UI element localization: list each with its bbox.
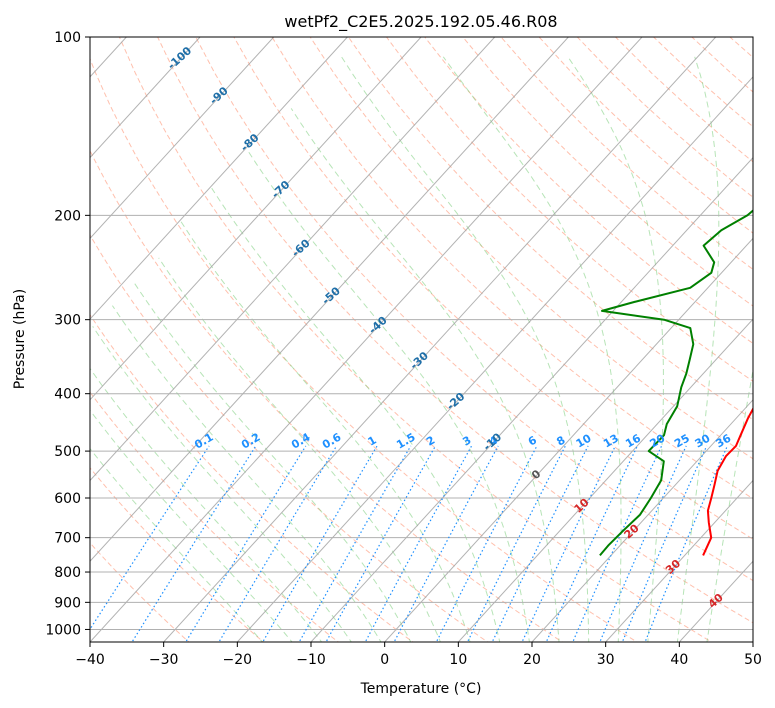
moist-adiabat-line [133,282,412,642]
isotherms [90,37,753,642]
mixing-ratio-line [90,445,210,631]
y-axis-ticks: 100 200 300 400 500 600 700 800 900 1000 [45,30,90,638]
mixing-ratio-line [644,445,728,642]
isotherm-line [90,37,275,240]
isotherm-line [90,37,643,642]
isotherm-line [457,318,753,642]
x-tick-label: 40 [670,652,688,668]
moist-adiabat-line [111,305,382,642]
y-axis-label: Pressure (hPa) [12,289,28,389]
y-tick-label: 300 [54,313,81,329]
dry-adiabat-line [90,57,638,642]
isotherm-line [90,37,496,482]
moist-adiabat-line [158,257,441,642]
mixing-ratio-line [545,445,638,642]
mixing-ratio-line [491,445,589,642]
dry-adiabat-line [462,37,753,307]
isotherm-line [384,237,753,642]
chart-title: wetPf2_C2E5.2025.192.05.46.R08 [284,12,557,32]
mixing-ratio-line [521,445,616,642]
data-series [599,209,753,557]
moist-adiabat-line [290,108,560,642]
y-tick-label: 800 [54,565,81,581]
moist-adiabat-line [90,447,264,642]
mixing-ratio-line [185,445,307,642]
isotherm-line [605,479,753,642]
mixing-ratio-line [218,445,338,642]
dry-adiabat-line [424,37,753,344]
y-tick-label: 200 [54,208,81,224]
moist-adiabat-line [92,326,352,642]
y-tick-label: 100 [54,30,81,46]
isotherm-line [531,399,753,642]
mixing-ratio-line [393,445,499,642]
temperature-profile-line [702,406,753,556]
isotherm-line [90,37,201,159]
mixing-ratio-line [298,445,412,642]
x-tick-label: −40 [75,652,105,668]
x-tick-label: −30 [149,652,179,668]
x-tick-label: −20 [223,652,253,668]
x-tick-label: 0 [380,652,389,668]
x-axis-label: Temperature (°C) [360,681,482,697]
y-tick-label: 500 [54,444,81,460]
dry-adiabat-line [309,37,753,460]
y-tick-label: 600 [54,491,81,507]
isotherm-line [163,37,717,642]
dry-adiabat-line [347,37,753,421]
x-tick-label: −10 [296,652,326,668]
isotherm-line [90,37,348,320]
x-tick-label: 50 [744,652,762,668]
isotherm-line [310,156,753,642]
x-axis-ticks: −40 −30 −20 −10 0 10 20 30 40 50 [75,642,762,668]
x-tick-label: 10 [449,652,467,668]
dewpoint-profile-line [599,209,753,557]
moist-adiabat-line [90,367,323,642]
plot-frame [89,36,754,643]
mixing-ratio-line [262,445,378,642]
isotherm-line [90,37,569,563]
dry-adiabat-line [195,37,753,582]
y-tick-label: 700 [54,531,81,547]
isotherm-line [236,76,753,642]
y-tick-label: 1000 [45,622,81,638]
dry-adiabat-line [271,37,753,500]
isotherm-line [90,37,422,401]
dry-adiabat-line [90,234,489,642]
x-tick-label: 20 [523,652,541,668]
dry-adiabat-line [233,37,753,540]
y-tick-label: 400 [54,387,81,403]
mixing-ratio-lines [90,445,728,642]
x-tick-label: 30 [597,652,615,668]
mixing-ratio-line [131,445,257,642]
pressure-gridlines [90,37,753,630]
moist-adiabat-line [211,187,501,642]
y-tick-label: 900 [54,595,81,611]
